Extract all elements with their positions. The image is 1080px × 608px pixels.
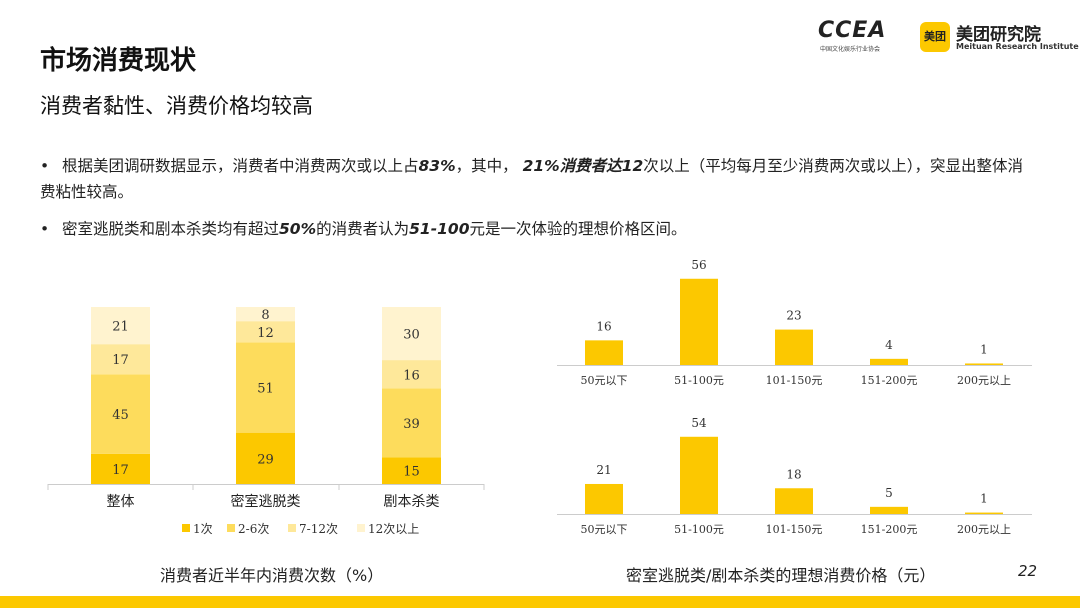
legend-label: 12次以上 (368, 522, 419, 536)
stacked-bar-segment (91, 374, 150, 454)
stacked-bar-segment (236, 342, 295, 433)
data-label: 1 (980, 342, 988, 356)
data-label: 16 (596, 319, 611, 333)
legend-swatch (227, 524, 235, 532)
data-label: 45 (112, 408, 129, 423)
price-bar (870, 506, 908, 514)
data-label: 5 (885, 486, 893, 500)
meituan-logo-english: Meituan Research Institute (956, 42, 1079, 51)
data-label: 23 (786, 309, 801, 323)
stacked-bar-segment (382, 388, 441, 458)
ccea-logo: CCEA (818, 18, 887, 43)
data-label: 17 (112, 463, 129, 478)
left-chart-caption: 消费者近半年内消费次数（%） (160, 566, 384, 585)
price-bar (680, 278, 718, 365)
category-label: 101-150元 (766, 523, 823, 536)
stacked-bar-segment (91, 453, 150, 484)
bullet-1: • 根据美团调研数据显示，消费者中消费两次或以上占83%，其中， 21%消费者达1… (40, 157, 1024, 201)
meituan-logo-badge: 美团 (920, 22, 950, 52)
category-label: 151-200元 (861, 523, 918, 536)
price-bar (680, 436, 718, 514)
stacked-bar-segment (382, 457, 441, 484)
category-label: 密室逃脱类 (231, 493, 301, 510)
data-label: 54 (691, 416, 707, 430)
price-bar (870, 358, 908, 365)
stacked-bar-segment (91, 344, 150, 375)
data-label: 15 (403, 465, 420, 480)
price-bar (775, 488, 813, 514)
category-label: 200元以上 (957, 374, 1011, 387)
data-label: 39 (403, 417, 420, 432)
right-chart-caption: 密室逃脱类/剧本杀类的理想消费价格（元） (626, 566, 936, 585)
data-label: 21 (596, 463, 611, 477)
stacked-bar-segment (236, 321, 295, 343)
price-bar (775, 329, 813, 365)
price-bar (585, 483, 623, 514)
category-label: 51-100元 (674, 523, 724, 536)
category-label: 50元以下 (581, 523, 628, 536)
stacked-bar-segment (91, 307, 150, 345)
data-label: 16 (403, 368, 420, 383)
data-label: 12 (257, 326, 274, 341)
category-label: 51-100元 (674, 374, 724, 387)
legend-swatch (357, 524, 365, 532)
category-label: 剧本杀类 (384, 494, 440, 510)
data-label: 51 (257, 382, 274, 397)
stacked-bar-segment (236, 307, 295, 322)
category-label: 整体 (107, 494, 135, 510)
legend-swatch (182, 524, 190, 532)
category-label: 151-200元 (861, 374, 918, 387)
stacked-bar-segment (382, 360, 441, 389)
legend-label: 2-6次 (238, 522, 269, 536)
category-label: 101-150元 (766, 374, 823, 387)
price-bar (965, 363, 1003, 365)
category-label: 50元以下 (581, 374, 628, 387)
meituan-logo-name: 美团研究院 (956, 25, 1041, 45)
price-bar (965, 512, 1003, 515)
legend-label: 7-12次 (299, 522, 338, 536)
bullet-2: • 密室逃脱类和剧本杀类均有超过50%的消费者认为51-100元是一次体验的理想价… (40, 220, 687, 238)
page-subtitle: 消费者黏性、消费价格均较高 (40, 94, 313, 118)
data-label: 30 (403, 328, 420, 343)
data-label: 21 (112, 320, 129, 335)
data-label: 17 (112, 353, 129, 368)
price-bar (585, 340, 623, 365)
data-label: 18 (786, 467, 801, 481)
stacked-bar-segment (236, 432, 295, 484)
page-title: 市场消费现状 (40, 46, 197, 76)
data-label: 29 (257, 452, 274, 467)
legend-label: 1次 (193, 522, 213, 536)
page-number: 22 (1018, 562, 1038, 580)
legend-swatch (288, 524, 296, 532)
data-label: 56 (691, 258, 706, 272)
footer-bar (0, 596, 1080, 608)
ccea-logo-subtitle: 中国文化娱乐行业协会 (820, 46, 881, 53)
category-label: 200元以上 (957, 523, 1011, 536)
data-label: 1 (980, 492, 988, 506)
stacked-bar-segment (382, 307, 441, 361)
data-label: 8 (261, 308, 269, 323)
data-label: 4 (885, 338, 893, 352)
